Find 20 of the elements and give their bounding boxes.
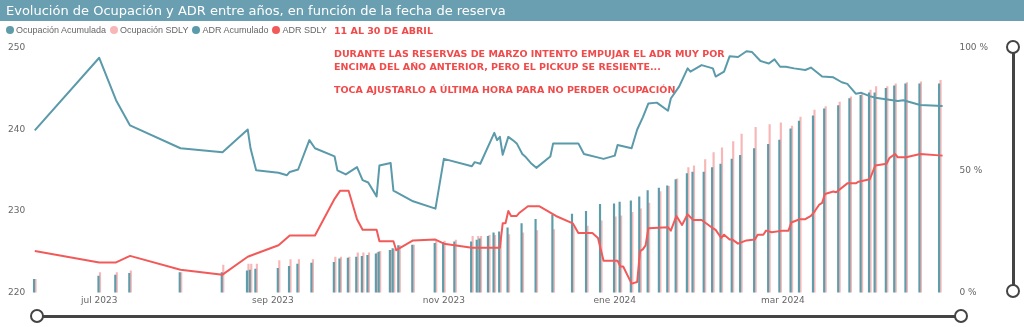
y-tick-label: 240 (7, 123, 26, 134)
y2-tick-label: 0 % (959, 286, 977, 297)
chart-title: Evolución de Ocupación y ADR entre años, en función de la fecha de reserva (0, 0, 1024, 21)
y2-tick-label: 100 % (959, 42, 989, 53)
legend-label: ADR SDLY (281, 25, 327, 35)
annotation: DURANTE LAS RESERVAS DE MARZO INTENTO EMPUJAR EL ADR MUY POR ENCIMA DEL AÑO ANTERIOR, PERO EL PICKUP SE RESIENTE... (334, 47, 726, 73)
y2-tick-label: 50 % (959, 164, 983, 175)
legend-label: ADR Acumulado (201, 25, 269, 35)
text: 11 AL 30 DE ABRIL (334, 24, 434, 37)
y-tick-label: 250 (7, 42, 26, 53)
legend-label: Ocupación SDLY (119, 25, 189, 35)
x-tick-label: jul 2023 (79, 295, 118, 306)
x-tick-label: nov 2023 (422, 295, 466, 306)
x-tick-label: mar 2024 (761, 295, 806, 306)
annotation: TOCA AJUSTARLO A ÚLTIMA HORA PARA NO PERDER OCUPACIÓN (334, 83, 677, 96)
y-tick-label: 230 (7, 205, 26, 216)
x-tick-label: ene 2024 (593, 295, 637, 306)
legend-label: Ocupación Acumulada (15, 25, 107, 35)
x-tick-label: sep 2023 (252, 295, 294, 306)
y-tick-label: 220 (7, 286, 26, 297)
